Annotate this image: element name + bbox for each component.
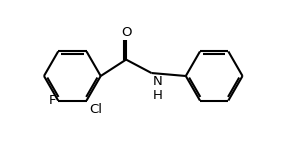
- Text: F: F: [48, 94, 56, 107]
- Text: N
H: N H: [153, 74, 163, 102]
- Text: Cl: Cl: [89, 103, 102, 116]
- Text: O: O: [121, 26, 131, 39]
